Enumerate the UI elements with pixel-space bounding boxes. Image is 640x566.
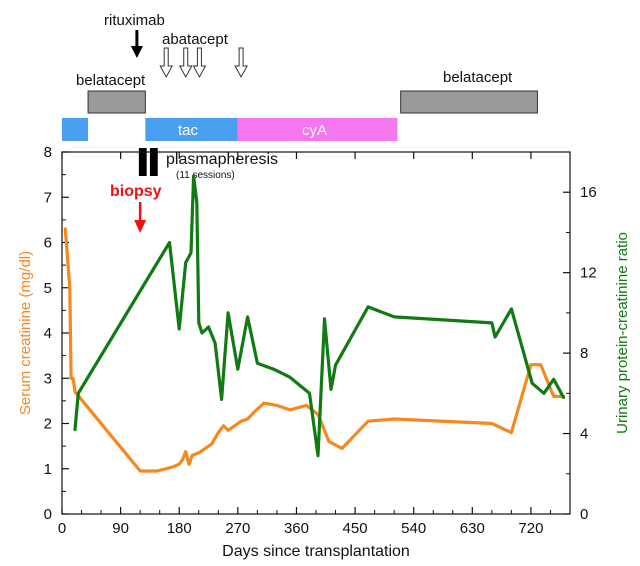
protein-ratio-series-line [73,174,566,458]
x-tick-label: 270 [225,520,250,537]
abatacept-label: abatacept [162,31,229,48]
tac-label: tac [178,122,199,139]
y-left-tick-label: 7 [44,189,52,206]
x-tick-label: 450 [343,520,368,537]
x-tick-label: 720 [518,520,543,537]
y-left-tick-label: 5 [44,280,52,297]
y-left-tick-label: 3 [44,370,52,387]
abatacept-arrow [192,47,207,79]
x-tick-label: 0 [58,520,66,537]
y-left-tick-label: 8 [44,144,52,161]
belatacept-bar [87,90,146,114]
tac-bar [145,118,238,141]
series-lines [63,174,566,473]
y-right-tick-label: 8 [580,345,588,362]
y-right-tick-label: 0 [580,506,588,523]
x-ticks: 0 90 180 270 360 450 540 630 720 [58,152,551,537]
abatacept-arrow [178,47,193,79]
y-left-tick-label: 6 [44,235,52,252]
plasmapheresis-sessions-label: (11 sessions) [176,170,235,181]
x-tick-label: 630 [460,520,485,537]
belatacept-left-label: belatacept [76,72,146,89]
tac-bar [62,118,89,141]
rituximab-arrow-head [130,46,143,58]
plasmapheresis-bar [138,148,147,176]
x-axis-label: Days since transplantation [222,543,410,560]
abatacept-arrow [159,47,174,79]
y-left-tick-label: 2 [44,416,52,433]
x-tick-label: 360 [284,520,309,537]
x-tick-label: 90 [112,520,129,537]
y-left-axis-label: Serum creatinine (mg/dl) [17,251,34,415]
plasmapheresis-bar [149,148,158,176]
biopsy-label: biopsy [110,183,162,200]
rituximab-label: rituximab [104,12,165,29]
plasmapheresis-label: plasmapheresis [166,151,278,168]
y-left-ticks: 0 1 2 3 4 5 6 7 8 [44,144,69,523]
belatacept-bar [400,90,538,114]
abatacept-arrow [234,47,248,79]
biopsy-arrow-head [134,220,147,233]
cya-label: cyA [302,122,327,139]
y-right-tick-label: 12 [580,265,597,282]
y-left-tick-label: 4 [44,325,52,342]
treatment-timeline [62,30,538,233]
belatacept-right-label: belatacept [443,69,513,86]
y-right-axis-label: Urinary protein-creatinine ratio [614,232,631,434]
y-left-tick-label: 1 [44,461,52,478]
creatinine-series-line [63,227,566,473]
y-right-ticks: 0 4 8 12 16 [563,184,597,523]
y-right-tick-label: 4 [580,426,588,443]
x-tick-label: 180 [167,520,192,537]
x-tick-label: 540 [401,520,426,537]
cya-bar [237,118,398,141]
y-left-tick-label: 0 [44,506,52,523]
y-right-tick-label: 16 [580,184,597,201]
